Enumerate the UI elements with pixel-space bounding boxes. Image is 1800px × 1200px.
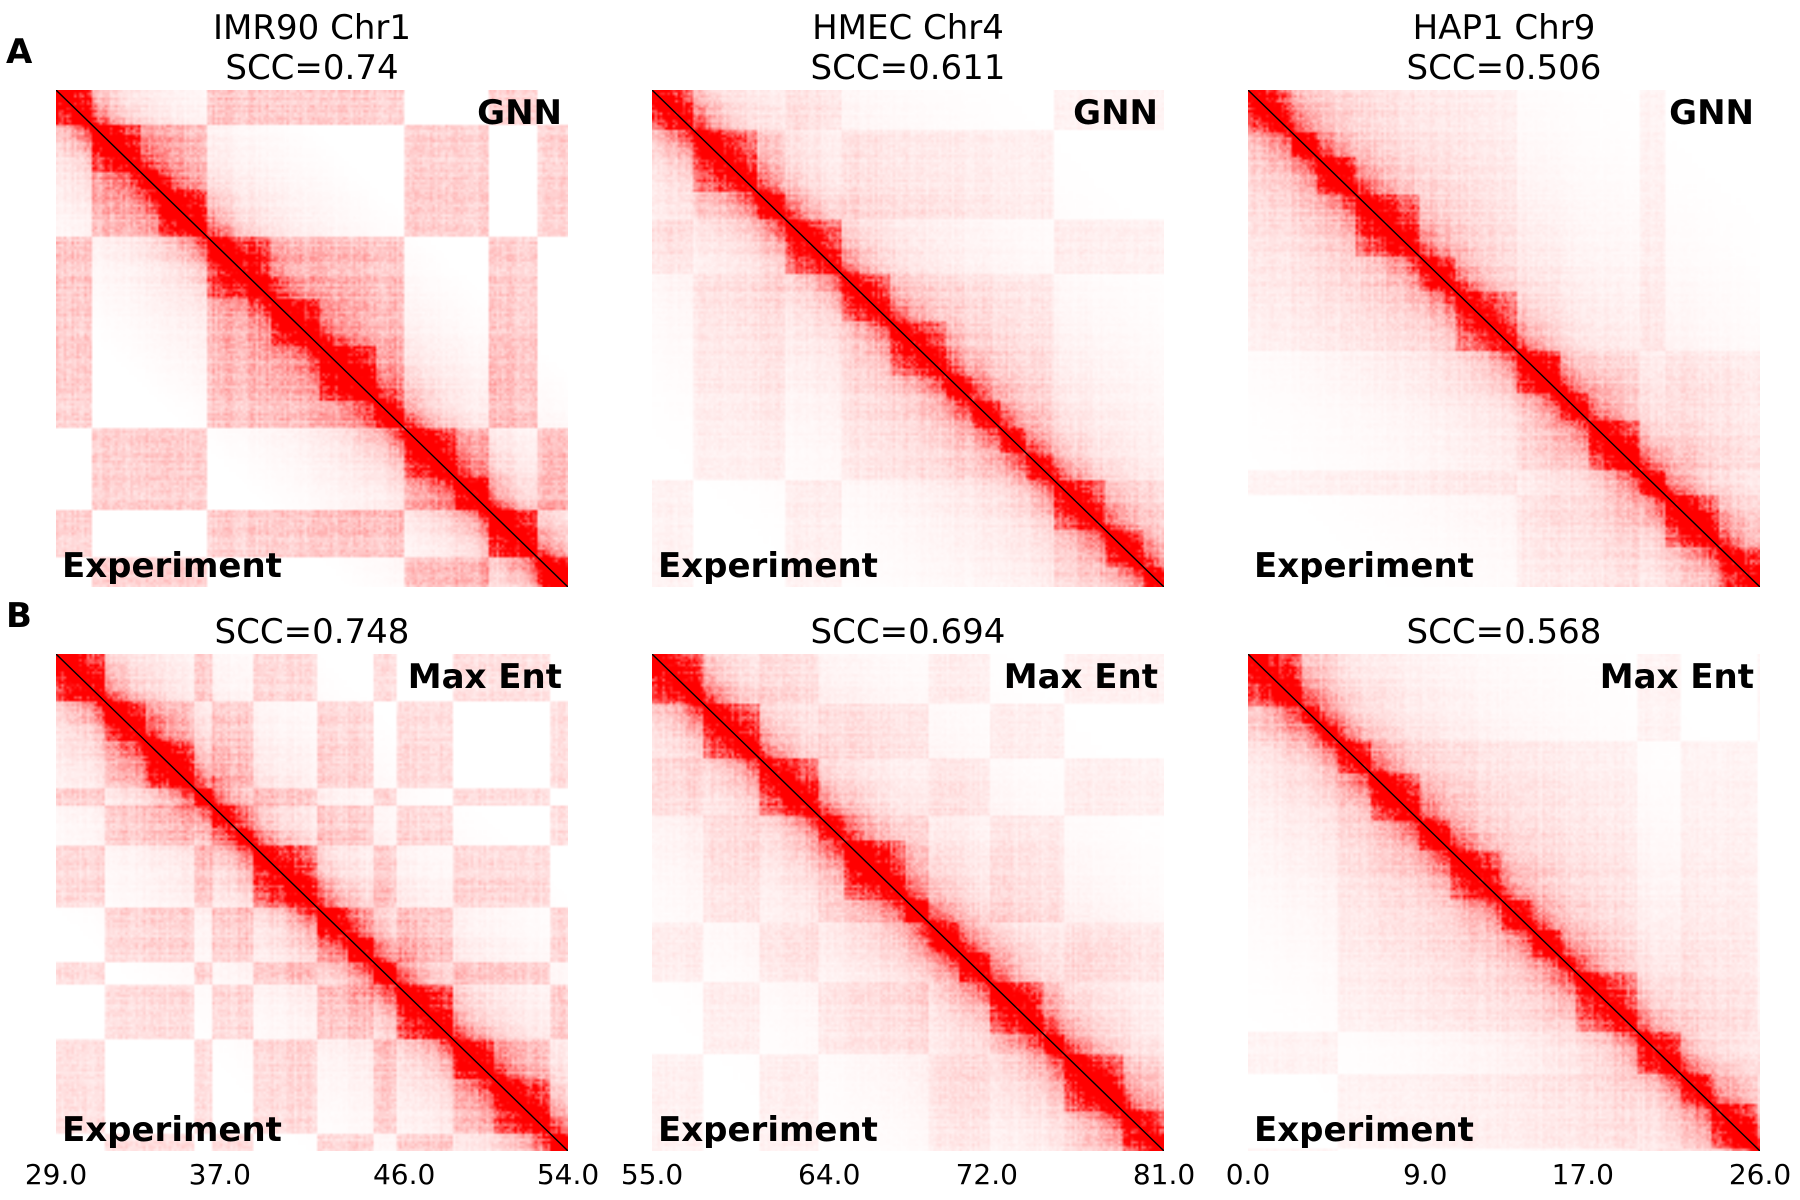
panel-4-xtick-3: 46.0	[372, 1158, 436, 1191]
panel-5-xtick-2: 64.0	[798, 1158, 861, 1191]
panel-3-title: HAP1 Chr9	[1412, 8, 1596, 48]
panel-6-xtick-1: 0.0	[1225, 1158, 1271, 1191]
panel-1-diagonal-line	[56, 90, 568, 587]
panel-5-scc: SCC=0.694	[810, 612, 1006, 652]
panel-6-diagonal	[1248, 654, 1760, 1151]
panel-5-xtick-3: 72.0	[955, 1158, 1018, 1191]
panel-5-xtick-1: 55.0	[620, 1158, 684, 1191]
panel-5-diagonal	[652, 654, 1164, 1151]
panel-5-upper-label: Max Ent	[1003, 657, 1158, 697]
panel-4-scc: SCC=0.748	[214, 612, 410, 652]
panel-4-diagonal	[56, 654, 568, 1151]
panel-5-xtick-4: 81.0	[1132, 1158, 1196, 1191]
panel-3-lower-label: Experiment	[1254, 546, 1474, 586]
panel-4-xtick-4: 54.0	[536, 1158, 600, 1191]
panel-2-diagonal-line	[652, 90, 1164, 587]
panel-6-upper-label: Max Ent	[1599, 657, 1754, 697]
panel-2-scc: SCC=0.611	[810, 48, 1006, 88]
panel-6-scc: SCC=0.568	[1406, 612, 1602, 652]
panel-4-diagonal-line	[56, 654, 568, 1151]
panel-1-lower-label: Experiment	[62, 546, 282, 586]
panel-3-diagonal	[1248, 90, 1760, 587]
panel-2-diagonal	[652, 90, 1164, 587]
panel-3-scc: SCC=0.506	[1406, 48, 1602, 88]
panel-6-xtick-2: 9.0	[1402, 1158, 1448, 1191]
panel-5-lower-label: Experiment	[658, 1110, 878, 1150]
panel-6-diagonal-line	[1248, 654, 1760, 1151]
panel-6-xtick-3: 17.0	[1551, 1158, 1614, 1191]
panel-1-diagonal	[56, 90, 568, 587]
panel-letter-b: B	[6, 596, 32, 636]
panel-letter-a: A	[6, 32, 33, 72]
panel-4-upper-label: Max Ent	[407, 657, 562, 697]
panel-1-title: IMR90 Chr1	[213, 8, 411, 48]
panel-4-xtick-1: 29.0	[24, 1158, 88, 1191]
panel-6-lower-label: Experiment	[1254, 1110, 1474, 1150]
panel-2-title: HMEC Chr4	[812, 8, 1004, 48]
panel-3-diagonal-line	[1248, 90, 1760, 587]
panel-6-xtick-4: 26.0	[1728, 1158, 1792, 1191]
panel-5-diagonal-line	[652, 654, 1164, 1151]
panel-2-lower-label: Experiment	[658, 546, 878, 586]
panel-2-upper-label: GNN	[1073, 93, 1158, 133]
panel-4-xtick-2: 37.0	[188, 1158, 251, 1191]
panel-4-lower-label: Experiment	[62, 1110, 282, 1150]
panel-3-upper-label: GNN	[1669, 93, 1754, 133]
panel-1-upper-label: GNN	[477, 93, 562, 133]
panel-1-scc: SCC=0.74	[225, 48, 399, 88]
